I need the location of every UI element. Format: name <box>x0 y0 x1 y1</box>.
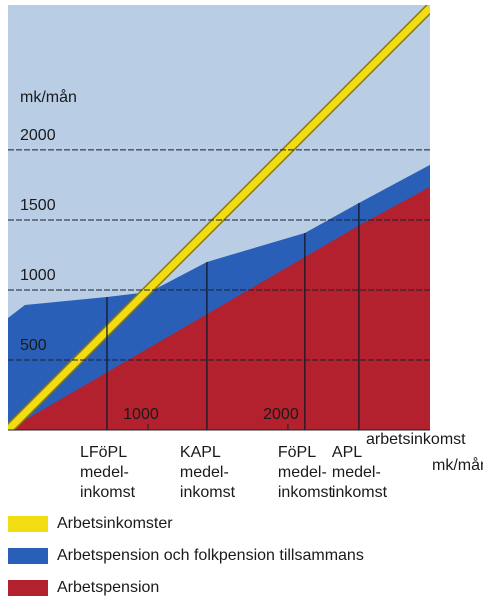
plot <box>8 5 430 430</box>
legend-label: Arbetspension och folkpension tillsamman… <box>57 547 364 564</box>
category-label: medel- <box>278 464 327 481</box>
legend-swatch <box>8 580 48 596</box>
y-tick-label: 1500 <box>20 197 56 214</box>
y-axis-label: mk/mån <box>20 88 77 106</box>
legend: Arbetsinkomster Arbetspension och folkpen… <box>8 515 364 596</box>
category-label: medel- <box>180 464 229 481</box>
line <box>8 5 430 430</box>
category-label: inkomst <box>80 484 136 501</box>
legend-swatch <box>8 516 48 532</box>
y-tick-label: 2000 <box>20 127 56 144</box>
category-label: inkomst <box>278 484 334 501</box>
x-tick-label: 2000 <box>263 406 299 423</box>
x-axis-label: mk/mån <box>432 456 483 474</box>
legend-swatch <box>8 548 48 564</box>
category-label: APL <box>332 444 362 461</box>
legend-label: Arbetsinkomster <box>57 515 173 532</box>
area <box>8 186 430 430</box>
y-tick-label: 500 <box>20 337 47 354</box>
y-tick-label: 1000 <box>20 267 56 284</box>
category-label: medel- <box>80 464 129 481</box>
x-tick-label: 1000 <box>123 406 159 423</box>
category-label: inkomst <box>180 484 236 501</box>
category-label: inkomst <box>332 484 388 501</box>
category-label: LFöPL <box>80 444 127 461</box>
category-label: KAPL <box>180 444 221 461</box>
category-label: medel- <box>332 464 381 481</box>
overlay: 500 1000 1500 2000 1000 2000 LFöPL medel-inkoms… <box>8 127 430 501</box>
x-axis-label: arbetsinkomst <box>366 431 466 448</box>
legend-label: Arbetspension <box>57 579 159 596</box>
category-label: FöPL <box>278 444 316 461</box>
